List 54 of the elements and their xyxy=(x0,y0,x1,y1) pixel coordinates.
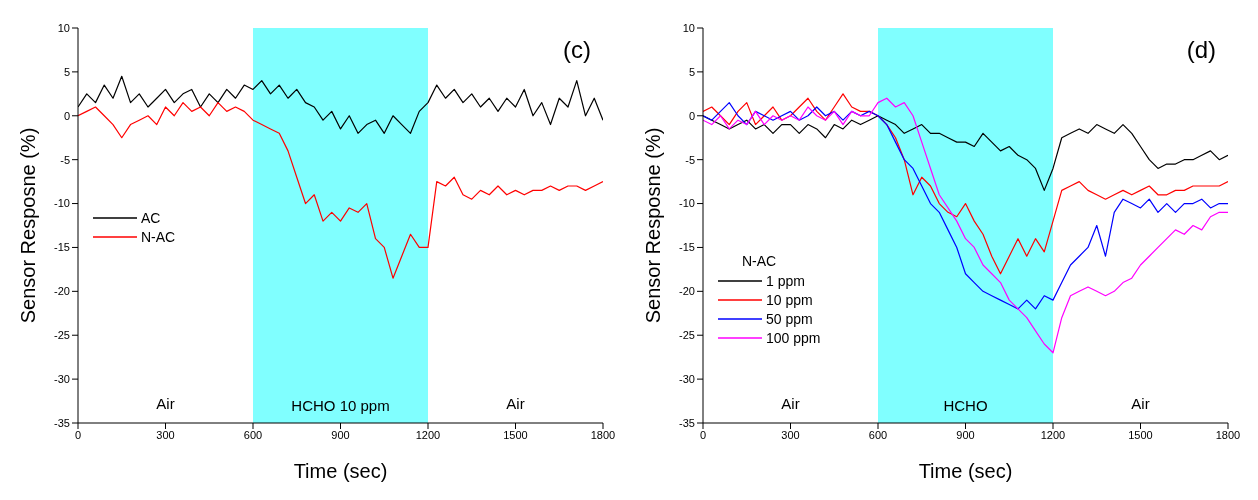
legend-label: 10 ppm xyxy=(766,291,813,308)
annotation: Air xyxy=(156,395,175,412)
x-tick-label: 900 xyxy=(331,428,350,441)
annotation: Air xyxy=(506,395,525,412)
y-tick-label: -20 xyxy=(679,285,695,298)
y-tick-label: -20 xyxy=(54,285,70,298)
x-tick-label: 0 xyxy=(699,428,707,441)
chart-title: (d) xyxy=(1186,36,1216,64)
legend-label: 100 ppm xyxy=(766,329,821,346)
y-tick-label: -15 xyxy=(679,241,695,254)
legend-label: AC xyxy=(141,209,161,226)
x-tick-label: 1800 xyxy=(1215,428,1241,441)
x-tick-label: 600 xyxy=(243,428,263,441)
x-tick-label: 900 xyxy=(956,428,975,441)
line-series xyxy=(78,102,603,279)
x-tick-label: 300 xyxy=(781,428,800,441)
y-tick-label: 5 xyxy=(63,65,70,78)
y-tick-label: -5 xyxy=(60,153,70,166)
x-tick-label: 300 xyxy=(156,428,175,441)
x-axis-title: Time (sec) xyxy=(293,460,388,482)
x-tick-label: 1500 xyxy=(1128,428,1153,441)
legend-label: N-AC xyxy=(141,228,176,245)
x-tick-label: 1800 xyxy=(590,428,616,441)
x-tick-label: 1200 xyxy=(1040,428,1066,441)
y-tick-label: 0 xyxy=(688,109,695,122)
y-axis-title: Sensor Resposne (%) xyxy=(17,127,40,324)
x-tick-label: 1500 xyxy=(503,428,528,441)
x-tick-label: 0 xyxy=(74,428,82,441)
legend-label: 50 ppm xyxy=(766,310,813,327)
y-tick-label: -10 xyxy=(679,197,695,210)
y-tick-label: 5 xyxy=(688,65,695,78)
band-label: HCHO xyxy=(943,397,988,414)
annotation: Air xyxy=(781,395,800,412)
x-axis-title: Time (sec) xyxy=(918,460,1013,482)
legend-label: 1 ppm xyxy=(766,272,805,289)
y-tick-label: -30 xyxy=(54,373,70,386)
y-tick-label: -25 xyxy=(54,329,70,342)
y-tick-label: -35 xyxy=(679,416,695,429)
y-axis-title: Sensor Resposne (%) xyxy=(642,127,665,324)
y-tick-label: 10 xyxy=(57,21,70,34)
y-tick-label: 10 xyxy=(682,21,695,34)
chart-title: (c) xyxy=(563,36,591,64)
legend-title: N-AC xyxy=(742,253,778,269)
y-tick-label: -5 xyxy=(685,153,695,166)
band-label: HCHO 10 ppm xyxy=(291,397,390,414)
y-tick-label: -35 xyxy=(54,416,70,429)
y-tick-label: -15 xyxy=(54,241,70,254)
y-tick-label: 0 xyxy=(63,109,70,122)
x-tick-label: 1200 xyxy=(415,428,441,441)
y-tick-label: -25 xyxy=(679,329,695,342)
y-tick-label: -10 xyxy=(54,197,70,210)
y-tick-label: -30 xyxy=(679,373,695,386)
x-tick-label: 600 xyxy=(868,428,888,441)
annotation: Air xyxy=(1131,395,1150,412)
